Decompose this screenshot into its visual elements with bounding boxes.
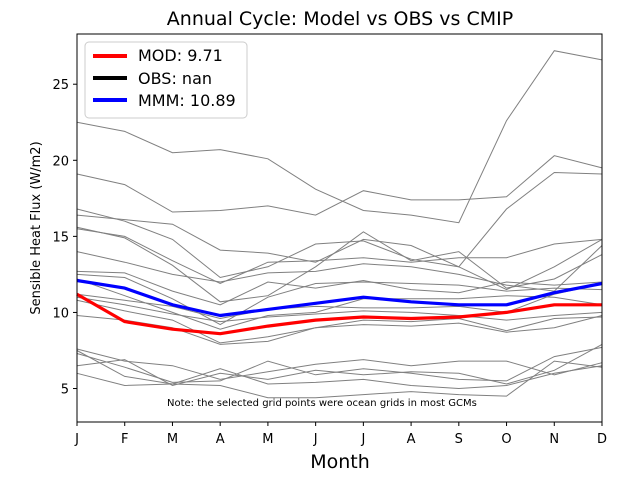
chart-note: Note: the selected grid points were ocea… [167,398,477,409]
cmip-model-line-11 [76,283,603,320]
x-tick-label: J [360,432,365,447]
legend-label-obs: OBS: nan [138,69,212,88]
x-tick-label: N [549,432,559,447]
cmip-model-line-1 [76,50,603,224]
main-series-lines [76,278,603,336]
cmip-model-line-12 [76,296,603,323]
x-tick-label: D [597,432,607,447]
y-tick-label: 25 [52,78,69,93]
cmip-model-line-16 [76,346,603,383]
x-tick-label: F [121,432,128,447]
y-tick-label: 5 [61,383,69,398]
mmm-series-line [76,278,603,318]
cmip-model-line-15 [76,348,603,380]
cmip-model-line-2 [76,155,603,216]
cmip-model-line-17 [76,343,603,387]
x-tick-label: S [455,432,463,447]
cmip-model-line-3 [76,171,603,279]
cmip-model-line-13 [76,299,603,344]
chart-title: Annual Cycle: Model vs OBS vs CMIP [167,8,513,30]
y-tick-label: 15 [52,230,69,245]
x-tick-label: O [501,432,511,447]
x-tick-label: A [216,432,225,447]
cmip-model-line-8 [76,270,603,306]
y-axis-ticks: 5 10 15 20 25 [52,78,77,398]
x-tick-label: M [262,432,273,447]
x-tick-label: A [407,432,416,447]
y-axis-label: Sensible Heat Flux (W/m2) [29,141,44,314]
cmip-model-line-7 [76,245,603,292]
x-axis-label: Month [310,451,370,473]
legend-label-mmm: MMM: 10.89 [138,91,236,110]
x-tick-label: M [167,432,178,447]
x-tick-label: J [313,432,318,447]
y-tick-label: 20 [52,154,69,169]
cmip-model-line-10 [76,278,603,330]
legend: MOD: 9.71 OBS: nan MMM: 10.89 [84,41,248,119]
y-tick-label: 10 [52,306,69,321]
plot-frame [76,33,603,423]
cmip-model-line-5 [76,228,603,285]
legend-label-mod: MOD: 9.71 [138,46,223,65]
cmip-model-line-9 [76,273,603,326]
x-tick-label: J [74,432,79,447]
cmip-model-line-18 [76,365,603,390]
mod-series-line [76,292,602,336]
cmip-lines [76,50,603,399]
cmip-model-line-19 [76,350,603,399]
